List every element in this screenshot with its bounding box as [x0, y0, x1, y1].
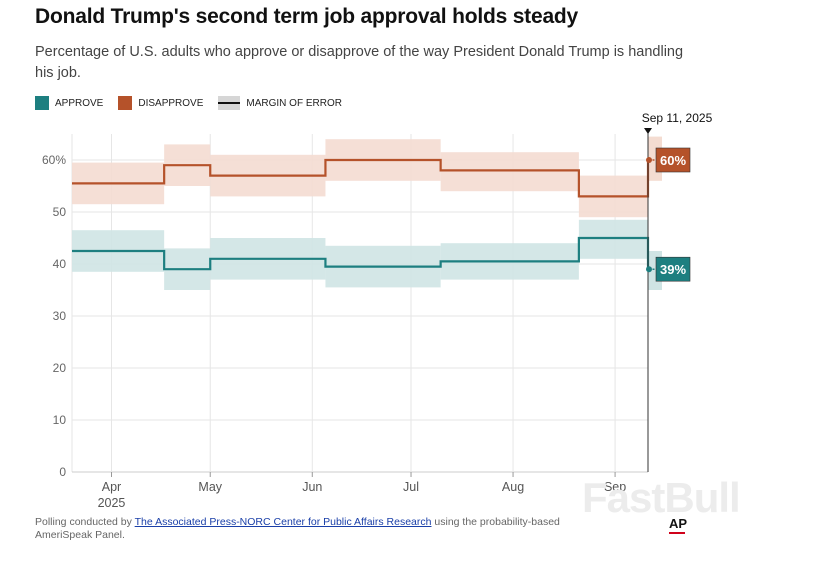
- legend-item-moe[interactable]: MARGIN OF ERROR: [218, 96, 342, 110]
- chart-title: Donald Trump's second term job approval …: [35, 5, 579, 28]
- legend: APPROVE DISAPPROVE MARGIN OF ERROR: [35, 96, 357, 110]
- legend-label-moe: MARGIN OF ERROR: [246, 97, 342, 109]
- disapprove-latest-value: 60%: [660, 153, 686, 168]
- approve-latest-value: 39%: [660, 262, 686, 277]
- y-tick-label: 0: [59, 465, 66, 479]
- y-tick-label: 60%: [42, 153, 66, 167]
- y-tick-label: 10: [53, 413, 67, 427]
- approve-latest-badge: [655, 256, 691, 282]
- y-tick-label: 20: [53, 361, 67, 375]
- disapprove-moe-band: [440, 152, 579, 192]
- chart-subtitle: Percentage of U.S. adults who approve or…: [35, 44, 684, 81]
- disapprove-swatch: [118, 96, 133, 110]
- y-tick-label: 30: [53, 309, 67, 323]
- y-tick-label: 40: [53, 257, 67, 271]
- latest-layer[interactable]: Sep 11, 2025 60% 39%: [642, 111, 713, 472]
- latest-date-label: Sep 11, 2025: [642, 111, 713, 125]
- source-prefix: Polling conducted by: [35, 516, 135, 528]
- approve-line: [72, 236, 650, 271]
- x-tick-sublabel: 2025: [98, 496, 126, 510]
- watermark-logo: FastBull: [582, 474, 741, 521]
- approve-swatch: [35, 96, 49, 110]
- x-tick-label: Sep: [604, 480, 626, 494]
- moe-swatch: [218, 96, 241, 110]
- x-tick-label: Aug: [502, 480, 524, 494]
- source-note: Polling conducted by The Associated Pres…: [35, 516, 595, 542]
- disapprove-latest-badge: [655, 147, 691, 173]
- legend-item-approve[interactable]: APPROVE: [35, 96, 103, 110]
- legend-label-approve: APPROVE: [55, 97, 104, 109]
- source-suffix: using the probability-based AmeriSpeak P…: [35, 516, 560, 541]
- approve-moe-band: [578, 219, 648, 259]
- ap-logo: AP: [669, 516, 687, 534]
- x-tick-label: Jul: [403, 480, 419, 494]
- legend-item-disapprove[interactable]: DISAPPROVE: [118, 96, 203, 110]
- x-tick-label: Jun: [302, 480, 322, 494]
- latest-date-marker: [644, 128, 652, 134]
- y-tick-label: 50: [53, 205, 67, 219]
- line-layer: [72, 158, 650, 271]
- legend-label-disapprove: DISAPPROVE: [138, 97, 204, 109]
- axis-layer: 0 10 20 30 40 50 60% Apr 2025 May Jun Jul Aug Sep: [42, 153, 626, 510]
- disapprove-line: [72, 158, 650, 198]
- source-link[interactable]: The Associated Press-NORC Center for Pub…: [134, 516, 432, 528]
- approval-chart[interactable]: 0 10 20 30 40 50 60% Apr 2025 May Jun Jul Aug Sep Sep…: [0, 0, 835, 510]
- x-tick-label: Apr: [102, 480, 121, 494]
- x-tick-label: May: [198, 480, 222, 494]
